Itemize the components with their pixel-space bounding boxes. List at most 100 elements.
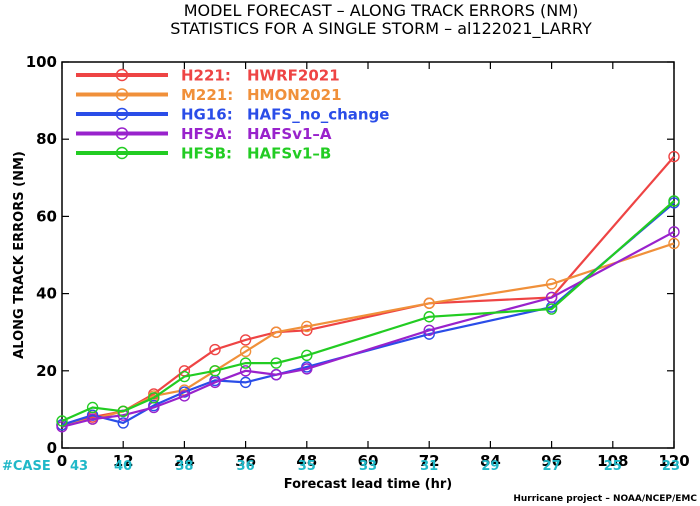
data-point xyxy=(301,324,313,336)
data-point xyxy=(209,343,221,356)
y-tick-label: 80 xyxy=(36,130,57,148)
data-point xyxy=(668,237,680,250)
legend-series-code: HFSB: xyxy=(181,145,232,163)
y-tick-label: 60 xyxy=(36,207,57,225)
data-point xyxy=(117,417,129,429)
series-line xyxy=(61,200,675,423)
legend-series-name: HAFSv1–B xyxy=(247,145,331,163)
chart-title-line2: STATISTICS FOR A SINGLE STORM – al122021… xyxy=(170,19,592,39)
series-hwrf2021 xyxy=(56,150,680,431)
y-tick-label: 100 xyxy=(26,53,57,71)
series-hafsv1-a xyxy=(56,226,680,433)
legend-series-name: HAFS_no_change xyxy=(247,106,389,124)
x-tick-label: 48 xyxy=(296,452,317,470)
legend-swatch-marker xyxy=(115,88,129,101)
x-tick-label: 12 xyxy=(113,452,134,470)
data-point xyxy=(423,328,435,340)
case-count: 29 xyxy=(481,459,499,474)
data-point xyxy=(239,334,252,346)
data-point xyxy=(668,226,680,238)
case-counts: 43 40 38 36 35 33 31 29 27 25 23 xyxy=(70,459,680,474)
x-tick-label: 120 xyxy=(658,452,689,470)
data-point xyxy=(301,363,313,375)
data-point xyxy=(86,413,99,425)
legend-series-code: M221: xyxy=(181,86,233,104)
data-point xyxy=(301,349,313,362)
x-axis: 0 12 24 36 48 60 72 84 96 108 120 xyxy=(57,62,690,470)
data-point xyxy=(423,324,435,336)
data-point xyxy=(56,415,68,427)
data-point xyxy=(178,390,191,402)
legend-swatch-marker xyxy=(115,146,129,160)
case-count: 25 xyxy=(604,459,622,474)
legend-swatch-marker xyxy=(115,107,129,121)
x-tick-label: 24 xyxy=(174,452,195,470)
legend-item: HFSA: HAFSv1–A xyxy=(76,125,332,143)
credit-text: Hurricane project – NOAA/NCEP/EMC xyxy=(513,494,697,504)
x-tick-label: 0 xyxy=(57,452,67,470)
data-point xyxy=(270,357,282,369)
x-tick-label: 84 xyxy=(480,452,501,470)
y-tick-label: 0 xyxy=(47,439,57,457)
y-axis: 0 20 40 60 80 100 xyxy=(26,53,674,457)
series-hafsv1-b xyxy=(56,195,680,427)
data-point xyxy=(423,311,435,323)
legend-swatch-marker xyxy=(115,127,129,140)
data-point xyxy=(86,401,99,414)
data-point xyxy=(545,303,558,315)
case-label: #CASE xyxy=(2,459,51,474)
legend-series-name: HWRF2021 xyxy=(247,67,340,85)
y-axis-label: ALONG TRACK ERRORS (NM) xyxy=(12,151,27,359)
data-point xyxy=(239,357,252,369)
legend: H221: HWRF2021 M221: HMON2021 HG16: HAFS_no_c… xyxy=(76,67,389,163)
legend-series-name: HAFSv1–A xyxy=(247,125,332,143)
x-tick-label: 108 xyxy=(597,452,628,470)
data-point xyxy=(545,291,558,304)
data-point xyxy=(117,405,129,418)
legend-item: H221: HWRF2021 xyxy=(76,67,340,85)
data-point xyxy=(178,370,191,383)
x-tick-label: 72 xyxy=(419,452,440,470)
x-tick-label: 60 xyxy=(358,452,379,470)
case-count: 27 xyxy=(543,459,561,474)
x-axis-label: Forecast lead time (hr) xyxy=(284,477,452,492)
case-count: 35 xyxy=(298,459,316,474)
data-point xyxy=(270,326,282,338)
case-count: 23 xyxy=(662,459,680,474)
case-count: 31 xyxy=(420,459,438,474)
case-count: 43 xyxy=(70,459,88,474)
data-point xyxy=(668,150,680,163)
data-point xyxy=(209,365,221,377)
legend-item: M221: HMON2021 xyxy=(76,86,342,104)
data-point xyxy=(239,345,252,358)
data-point xyxy=(668,195,680,207)
data-point xyxy=(270,368,282,381)
data-point xyxy=(545,278,558,290)
data-point xyxy=(148,392,160,404)
series-layer xyxy=(56,150,680,433)
data-point xyxy=(423,297,435,309)
series-line xyxy=(61,155,675,426)
case-count: 38 xyxy=(175,459,193,474)
case-count: 33 xyxy=(359,459,377,474)
data-point xyxy=(239,365,252,377)
legend-series-code: HG16: xyxy=(181,106,233,124)
y-tick-label: 20 xyxy=(36,362,57,380)
data-point xyxy=(301,320,313,333)
legend-series-code: H221: xyxy=(181,67,231,85)
case-count: 36 xyxy=(237,459,255,474)
data-point xyxy=(239,376,252,389)
x-tick-label: 36 xyxy=(235,452,256,470)
data-point xyxy=(209,376,221,389)
x-tick-label: 96 xyxy=(541,452,562,470)
data-point xyxy=(56,421,68,433)
legend-series-code: HFSA: xyxy=(181,125,233,143)
y-tick-label: 40 xyxy=(36,285,57,303)
legend-item: HG16: HAFS_no_change xyxy=(76,106,389,124)
legend-swatch-marker xyxy=(115,68,129,82)
legend-series-name: HMON2021 xyxy=(247,86,342,104)
case-count: 40 xyxy=(114,459,132,474)
chart-title-line1: MODEL FORECAST – ALONG TRACK ERRORS (NM) xyxy=(184,1,579,20)
legend-item: HFSB: HAFSv1–B xyxy=(76,145,331,163)
